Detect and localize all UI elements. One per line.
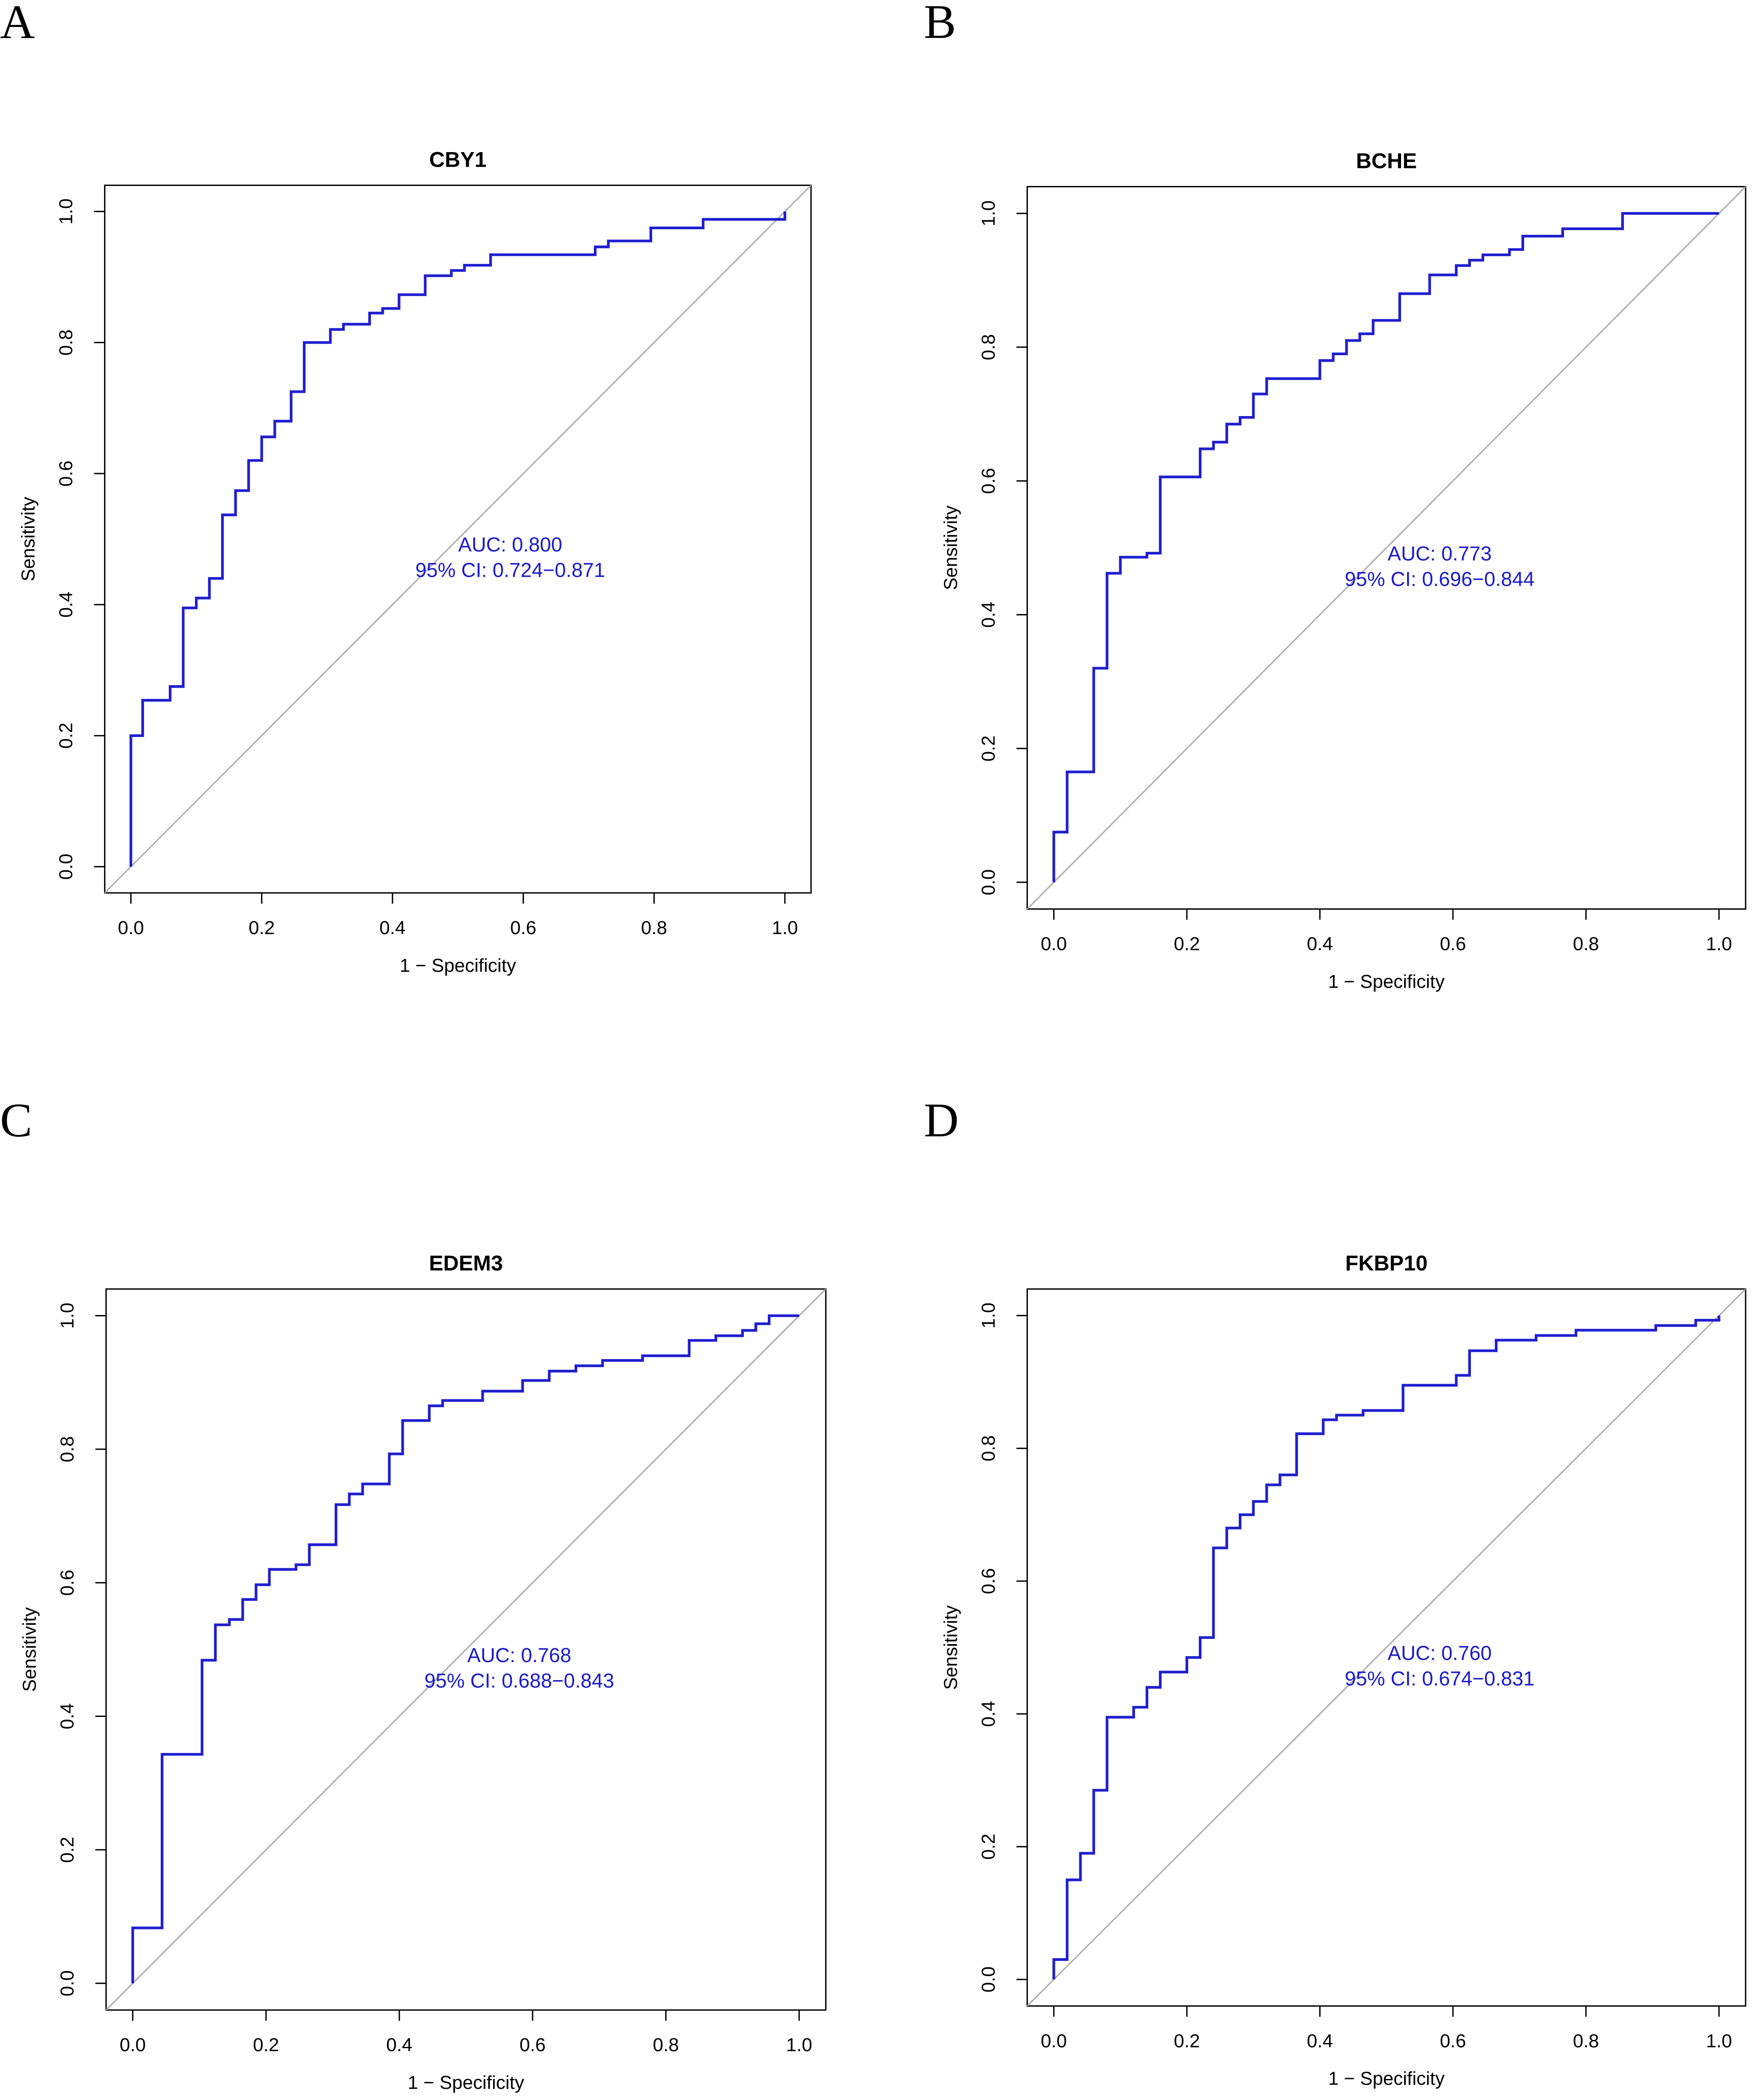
panel-label: C xyxy=(0,1093,32,1147)
x-tick-label: 0.2 xyxy=(1174,934,1200,955)
x-axis-label: 1 − Specificity xyxy=(408,2072,524,2093)
annotation: 95% CI: 0.724−0.871 xyxy=(415,559,605,581)
y-tick-label: 1.0 xyxy=(57,1303,78,1329)
y-tick-label: 1.0 xyxy=(55,198,76,225)
x-tick-label: 1.0 xyxy=(1706,2031,1732,2052)
x-tick-label: 0.6 xyxy=(1440,2031,1466,2052)
chart-title: BCHE xyxy=(1356,149,1417,173)
x-tick-label: 0.0 xyxy=(120,2034,146,2055)
annotation: AUC: 0.768 xyxy=(467,1644,571,1666)
annotation: 95% CI: 0.688−0.843 xyxy=(424,1669,614,1692)
x-axis-label: 1 − Specificity xyxy=(400,955,516,976)
y-tick-label: 0.4 xyxy=(57,1703,78,1729)
y-tick-label: 0.2 xyxy=(55,722,76,749)
y-tick-label: 0.2 xyxy=(978,735,999,761)
panel-label: A xyxy=(0,0,35,49)
chart-title: CBY1 xyxy=(429,147,487,171)
x-tick-label: 1.0 xyxy=(786,2034,812,2055)
panel-label: B xyxy=(924,0,956,49)
y-tick-label: 0.8 xyxy=(57,1436,78,1462)
plot-frame xyxy=(1026,1288,1746,2007)
y-tick-label: 1.0 xyxy=(978,1303,999,1329)
plot-frame xyxy=(105,1288,827,2011)
y-axis-label: Sensitivity xyxy=(18,497,39,581)
x-tick-label: 0.4 xyxy=(380,917,406,938)
y-tick-label: 0.8 xyxy=(978,334,999,360)
y-axis-label: Sensitivity xyxy=(940,1605,961,1690)
y-tick-label: 0.6 xyxy=(978,468,999,494)
plot-frame xyxy=(1026,186,1746,910)
x-tick-label: 1.0 xyxy=(1706,934,1732,955)
y-tick-label: 0.2 xyxy=(57,1837,78,1863)
annotation: AUC: 0.773 xyxy=(1388,542,1492,565)
roc-curve xyxy=(131,1314,800,1983)
x-tick-label: 0.4 xyxy=(386,2034,412,2055)
y-tick-label: 1.0 xyxy=(978,201,999,227)
plot-frame xyxy=(104,184,812,894)
x-tick-label: 0.2 xyxy=(253,2034,279,2055)
x-tick-label: 0.0 xyxy=(1041,2031,1067,2052)
x-axis-label: 1 − Specificity xyxy=(1328,2068,1445,2089)
x-tick-label: 0.6 xyxy=(520,2034,546,2055)
annotation: 95% CI: 0.674−0.831 xyxy=(1345,1667,1535,1690)
y-tick-label: 0.0 xyxy=(57,1970,78,1996)
y-tick-label: 0.8 xyxy=(55,330,76,356)
x-tick-label: 0.8 xyxy=(1573,2031,1599,2052)
chart-title: EDEM3 xyxy=(429,1251,503,1275)
y-axis-label: Sensitivity xyxy=(940,506,961,590)
x-tick-label: 0.8 xyxy=(1573,934,1599,955)
y-axis-label: Sensitivity xyxy=(19,1607,40,1692)
x-tick-label: 0.2 xyxy=(249,917,275,938)
x-tick-label: 0.8 xyxy=(641,917,667,938)
y-tick-label: 0.0 xyxy=(978,1966,999,1992)
y-tick-label: 0.6 xyxy=(978,1568,999,1594)
roc-curve xyxy=(129,211,786,867)
roc-curve xyxy=(1052,1315,1721,1980)
panel-label: D xyxy=(924,1093,958,1147)
x-tick-label: 0.8 xyxy=(653,2034,679,2055)
y-tick-label: 0.0 xyxy=(55,854,76,880)
y-tick-label: 0.4 xyxy=(978,602,999,628)
x-tick-label: 0.0 xyxy=(118,917,144,938)
y-tick-label: 0.0 xyxy=(978,869,999,896)
reference-diagonal xyxy=(1027,186,1746,910)
annotation: AUC: 0.760 xyxy=(1388,1642,1492,1664)
x-tick-label: 0.6 xyxy=(1440,934,1466,955)
x-tick-label: 0.0 xyxy=(1041,934,1067,955)
y-tick-label: 0.4 xyxy=(978,1701,999,1727)
reference-diagonal xyxy=(1027,1288,1746,2007)
annotation: 95% CI: 0.696−0.844 xyxy=(1345,567,1535,590)
annotation: AUC: 0.800 xyxy=(458,533,562,556)
x-tick-label: 0.4 xyxy=(1307,2031,1333,2052)
x-axis-label: 1 − Specificity xyxy=(1328,971,1445,992)
x-tick-label: 0.6 xyxy=(510,917,536,938)
y-tick-label: 0.6 xyxy=(55,461,76,487)
reference-diagonal xyxy=(104,185,812,893)
y-tick-label: 0.8 xyxy=(978,1435,999,1462)
chart-title: FKBP10 xyxy=(1345,1251,1428,1275)
reference-diagonal xyxy=(105,1288,827,2011)
x-tick-label: 0.4 xyxy=(1307,934,1333,955)
x-tick-label: 1.0 xyxy=(772,917,798,938)
y-tick-label: 0.6 xyxy=(57,1570,78,1596)
y-tick-label: 0.4 xyxy=(55,592,76,618)
roc-curve xyxy=(1052,212,1719,883)
y-tick-label: 0.2 xyxy=(978,1833,999,1860)
x-tick-label: 0.2 xyxy=(1174,2031,1200,2052)
